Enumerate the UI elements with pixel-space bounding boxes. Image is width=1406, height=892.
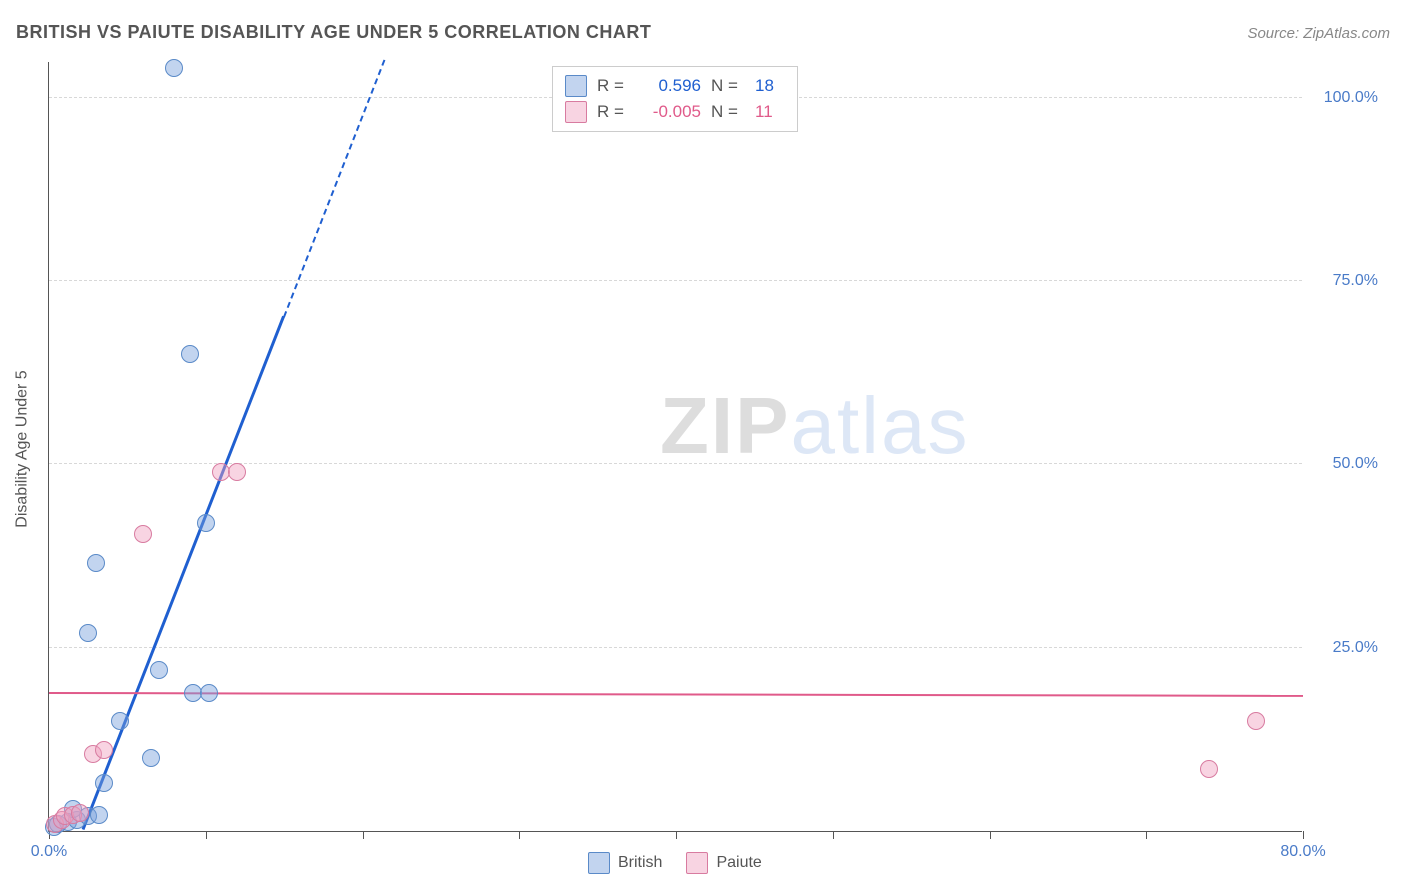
legend-swatch <box>565 75 587 97</box>
y-tick-label: 75.0% <box>1308 272 1378 290</box>
x-tick <box>519 831 520 839</box>
stat-r-label: R = <box>597 102 631 122</box>
stat-r-label: R = <box>597 76 631 96</box>
legend-item: British <box>588 852 662 874</box>
trend-line <box>49 692 1303 697</box>
data-point <box>181 345 199 363</box>
data-point <box>228 463 246 481</box>
legend-swatch <box>686 852 708 874</box>
plot-area: 25.0%50.0%75.0%100.0%0.0%80.0% <box>48 62 1302 832</box>
data-point <box>150 661 168 679</box>
y-axis-label: Disability Age Under 5 <box>14 370 32 527</box>
x-tick <box>363 831 364 839</box>
legend-label: Paiute <box>716 854 761 872</box>
data-point <box>134 525 152 543</box>
data-point <box>71 804 89 822</box>
stat-r-value: -0.005 <box>641 102 701 122</box>
gridline <box>49 647 1302 648</box>
x-tick <box>833 831 834 839</box>
x-tick-label: 80.0% <box>1280 843 1325 861</box>
stat-n-label: N = <box>711 76 745 96</box>
legend-swatch <box>565 101 587 123</box>
data-point <box>1200 760 1218 778</box>
correlation-stats-legend: R = 0.596 N = 18 R = -0.005 N = 11 <box>552 66 798 132</box>
x-tick <box>990 831 991 839</box>
chart-title: BRITISH VS PAIUTE DISABILITY AGE UNDER 5… <box>16 22 651 43</box>
x-tick-label: 0.0% <box>31 843 67 861</box>
stat-row: R = 0.596 N = 18 <box>565 73 785 99</box>
y-tick-label: 100.0% <box>1308 89 1378 107</box>
legend-item: Paiute <box>686 852 761 874</box>
stat-row: R = -0.005 N = 11 <box>565 99 785 125</box>
chart-header: BRITISH VS PAIUTE DISABILITY AGE UNDER 5… <box>16 22 1390 43</box>
x-tick <box>1146 831 1147 839</box>
x-tick <box>206 831 207 839</box>
data-point <box>90 806 108 824</box>
series-legend: British Paiute <box>588 852 762 874</box>
trend-line <box>82 316 285 830</box>
x-tick <box>1303 831 1304 839</box>
data-point <box>95 774 113 792</box>
data-point <box>87 554 105 572</box>
stat-n-label: N = <box>711 102 745 122</box>
data-point <box>1247 712 1265 730</box>
data-point <box>95 741 113 759</box>
stat-r-value: 0.596 <box>641 76 701 96</box>
data-point <box>142 749 160 767</box>
data-point <box>200 684 218 702</box>
stat-n-value: 11 <box>755 102 785 122</box>
stat-n-value: 18 <box>755 76 785 96</box>
legend-label: British <box>618 854 662 872</box>
data-point <box>79 624 97 642</box>
y-tick-label: 25.0% <box>1308 639 1378 657</box>
chart-source: Source: ZipAtlas.com <box>1247 25 1390 42</box>
gridline <box>49 280 1302 281</box>
y-tick-label: 50.0% <box>1308 455 1378 473</box>
legend-swatch <box>588 852 610 874</box>
trend-line <box>283 60 385 317</box>
data-point <box>111 712 129 730</box>
x-tick <box>676 831 677 839</box>
data-point <box>197 514 215 532</box>
data-point <box>165 59 183 77</box>
